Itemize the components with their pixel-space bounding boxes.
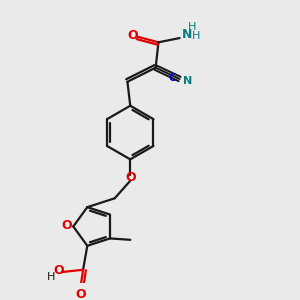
Text: H: H bbox=[192, 31, 201, 41]
Text: O: O bbox=[125, 171, 136, 184]
Text: N: N bbox=[182, 28, 192, 41]
Text: H: H bbox=[47, 272, 56, 282]
Text: O: O bbox=[53, 264, 64, 277]
Text: O: O bbox=[127, 29, 137, 42]
Text: C: C bbox=[169, 73, 176, 82]
Text: H: H bbox=[188, 22, 196, 32]
Text: N: N bbox=[183, 76, 192, 85]
Text: O: O bbox=[75, 287, 86, 300]
Text: O: O bbox=[62, 219, 72, 232]
